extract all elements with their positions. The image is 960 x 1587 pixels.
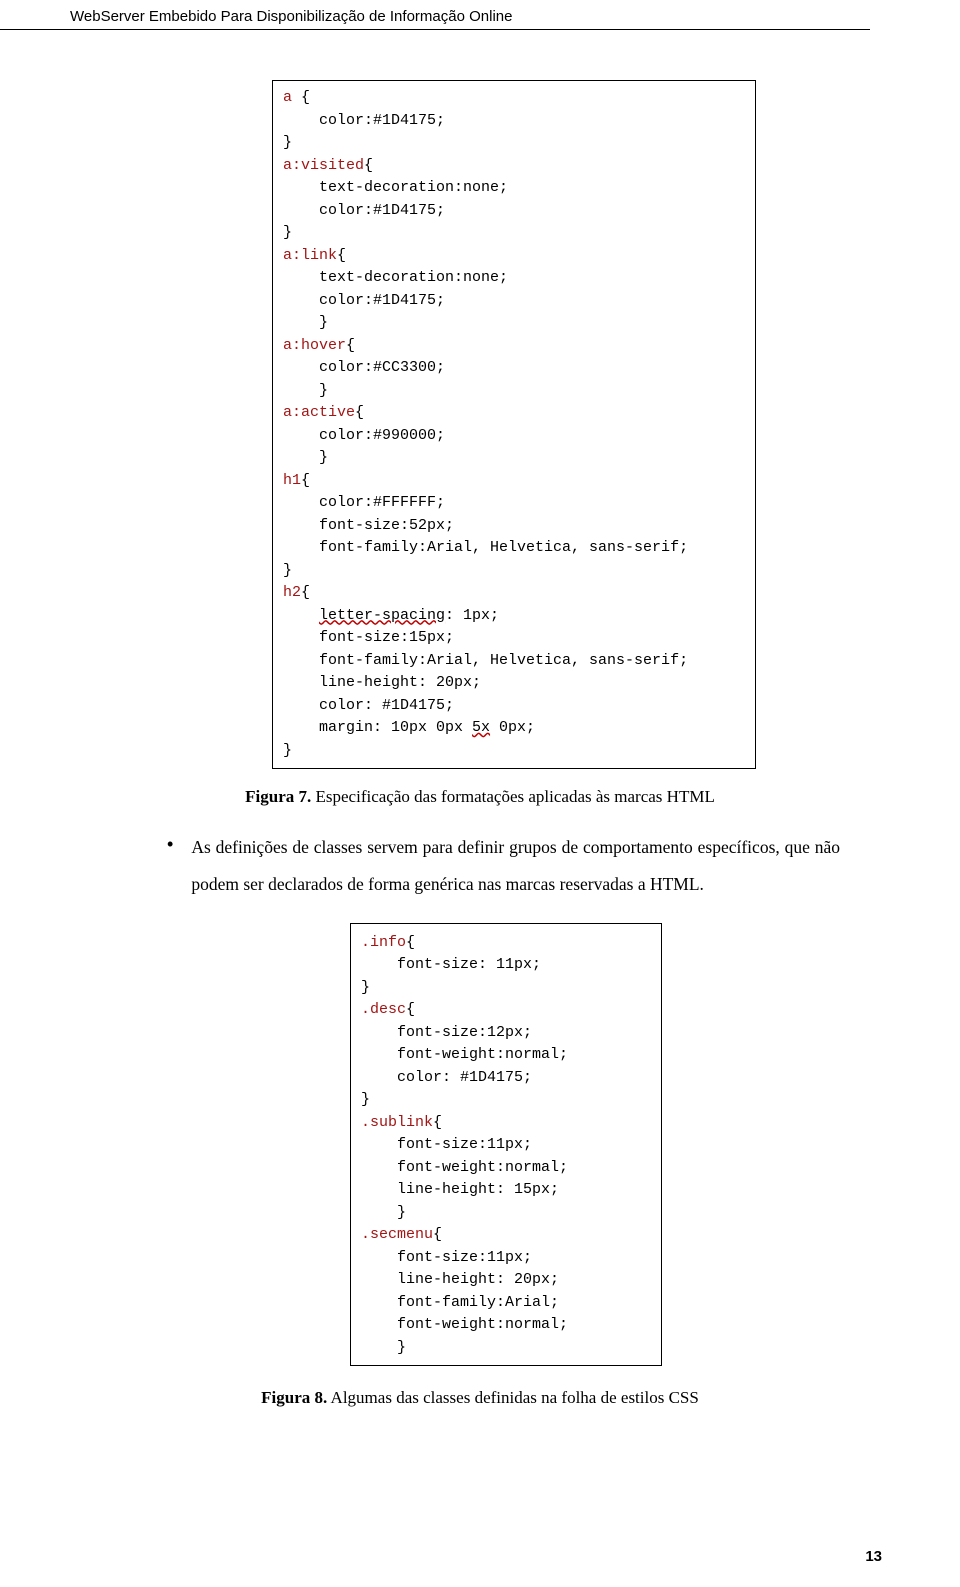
caption-bold: Figura 7. xyxy=(245,787,311,806)
figure-7-caption: Figura 7. Especificação das formatações … xyxy=(0,787,960,807)
page-header: WebServer Embebido Para Disponibilização… xyxy=(0,0,870,30)
bullet-text: As definições de classes servem para def… xyxy=(191,829,840,903)
code-listing-1: a { color:#1D4175;}a:visited{ text-decor… xyxy=(272,80,756,769)
caption-text: Especificação das formatações aplicadas … xyxy=(311,787,715,806)
bullet-marker: • xyxy=(167,829,191,853)
figure-8-caption: Figura 8. Algumas das classes definidas … xyxy=(0,1388,960,1408)
caption-bold: Figura 8. xyxy=(261,1388,327,1407)
page-number: 13 xyxy=(865,1548,882,1565)
code-listing-2: .info{ font-size: 11px;}.desc{ font-size… xyxy=(350,923,662,1367)
bullet-item: • As definições de classes servem para d… xyxy=(167,829,840,903)
caption-text: Algumas das classes definidas na folha d… xyxy=(327,1388,699,1407)
bullet-section: • As definições de classes servem para d… xyxy=(167,829,840,903)
